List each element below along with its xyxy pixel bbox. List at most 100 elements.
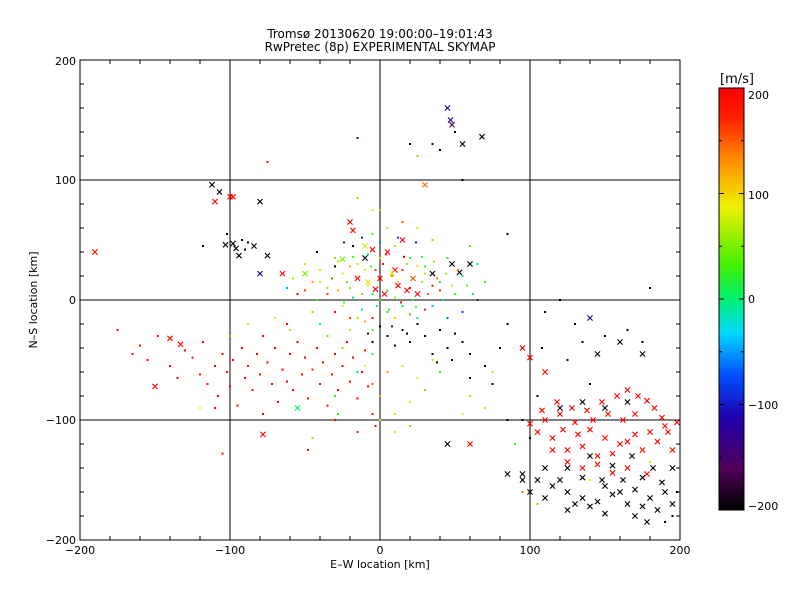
data-point-dot <box>319 269 321 271</box>
colorbar-tick-labels: 200 100 0 −100 −200 <box>748 89 778 513</box>
data-point-dot <box>521 491 524 493</box>
data-point-cross <box>504 471 511 477</box>
data-point-dot <box>566 359 569 361</box>
data-point-cross <box>542 417 548 423</box>
data-point-cross <box>647 495 653 501</box>
data-point-cross <box>519 477 526 483</box>
data-point-dot <box>476 299 479 301</box>
data-point-dot <box>343 241 345 244</box>
data-point-cross <box>644 519 650 525</box>
data-point-dot <box>139 344 141 347</box>
data-point-dot <box>461 179 464 181</box>
data-point-cross <box>467 261 473 267</box>
data-point-cross <box>579 474 586 481</box>
data-point-cross <box>654 507 661 513</box>
data-point-cross <box>659 414 665 421</box>
data-point-dot <box>241 239 243 241</box>
colorbar-tick-label: −100 <box>748 399 778 412</box>
data-point-dot <box>271 383 273 385</box>
data-point-cross <box>92 249 98 255</box>
data-point-dot <box>286 287 288 289</box>
data-point-dot <box>356 371 359 373</box>
colorbar-tick-label: 0 <box>748 293 755 306</box>
data-point-cross <box>632 431 638 438</box>
x-tick-label: 100 <box>520 544 541 557</box>
data-point-dot <box>116 329 119 331</box>
data-point-dot <box>386 311 389 313</box>
data-point-dot <box>304 356 306 359</box>
data-point-dot <box>251 389 254 391</box>
data-point-dot <box>341 272 344 275</box>
data-point-dot <box>301 373 303 376</box>
data-point-cross <box>534 429 541 435</box>
data-point-cross <box>549 483 556 489</box>
data-point-dot <box>337 260 339 263</box>
data-point-dot <box>472 293 474 295</box>
data-point-dot <box>431 305 434 307</box>
data-point-dot <box>311 311 314 313</box>
data-point-dot <box>356 197 359 199</box>
data-point-cross <box>251 243 257 249</box>
data-point-dot <box>229 335 231 337</box>
data-point-dot <box>236 404 239 407</box>
data-point-dot <box>431 353 434 355</box>
data-point-dot <box>484 365 486 367</box>
data-point-cross <box>579 495 586 501</box>
data-point-cross <box>422 181 428 188</box>
data-point-dot <box>469 377 471 379</box>
data-point-dot <box>379 299 381 301</box>
data-point-dot <box>379 395 381 397</box>
data-point-cross <box>557 405 563 411</box>
data-point-cross <box>665 429 671 435</box>
data-point-cross <box>669 501 676 507</box>
data-point-cross <box>230 193 236 200</box>
data-point-cross <box>602 435 608 441</box>
data-point-dot <box>169 365 171 367</box>
data-point-cross <box>560 426 566 433</box>
data-point-dot <box>316 251 318 253</box>
data-point-dot <box>191 356 194 359</box>
data-point-dot <box>506 323 509 325</box>
data-point-dot <box>361 293 363 295</box>
data-point-cross <box>674 419 680 426</box>
data-point-dot <box>394 431 396 433</box>
data-point-dot <box>217 395 219 397</box>
data-point-dot <box>431 143 434 145</box>
y-tick-label: 0 <box>69 294 76 307</box>
data-point-dot <box>484 407 486 409</box>
data-point-dot <box>311 437 314 439</box>
data-point-cross <box>557 477 563 483</box>
data-point-dot <box>454 332 456 335</box>
data-point-dot <box>469 245 471 247</box>
data-point-cross <box>449 121 455 128</box>
data-point-cross <box>354 275 361 282</box>
data-point-dot <box>349 287 351 289</box>
data-point-cross <box>564 465 571 471</box>
data-point-dot <box>199 373 201 376</box>
data-point-dot <box>461 275 464 277</box>
data-point-dot <box>316 347 318 349</box>
data-point-dot <box>247 241 249 244</box>
data-point-dot <box>176 377 179 379</box>
data-point-dot <box>274 317 276 319</box>
data-point-dot <box>307 449 309 451</box>
data-point-dot <box>352 245 354 247</box>
data-point-dot <box>286 380 288 383</box>
data-point-cross <box>527 354 533 361</box>
data-point-dot <box>385 253 387 256</box>
data-point-dot <box>671 515 674 517</box>
data-point-dot <box>157 335 159 337</box>
data-point-dot <box>421 281 423 283</box>
data-point-dot <box>326 293 329 295</box>
data-point-cross <box>579 465 586 471</box>
data-point-dot <box>521 419 524 421</box>
data-point-dot <box>491 371 494 373</box>
data-point-dot <box>146 359 149 361</box>
data-point-cross <box>624 465 631 471</box>
data-point-dot <box>346 341 348 343</box>
colorbar-tick-label: −200 <box>748 500 778 513</box>
data-point-dot <box>409 257 411 259</box>
x-axis-label: E–W location [km] <box>330 558 430 571</box>
data-point-dot <box>319 323 321 325</box>
data-point-cross <box>614 393 620 399</box>
